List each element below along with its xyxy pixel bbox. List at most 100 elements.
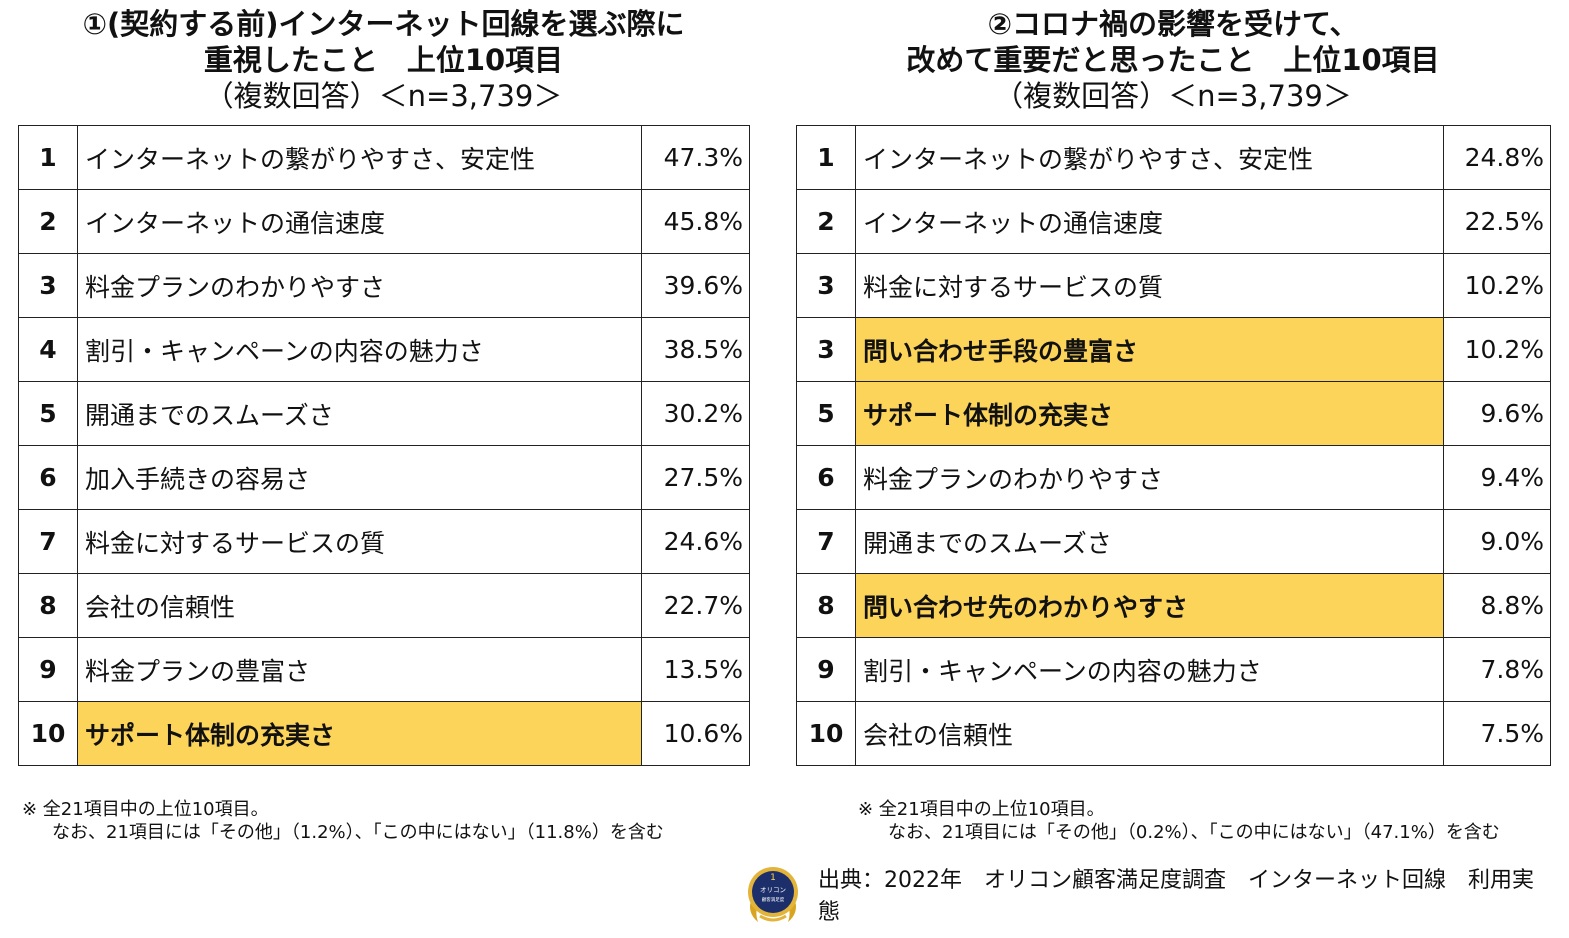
rank-cell: 2 [18,189,78,254]
percentage-cell: 30.2% [641,381,750,446]
item-label-cell: サポート体制の充実さ [77,701,642,766]
table-row: 2 インターネットの通信速度 22.5% [796,189,1551,254]
rank-cell: 9 [796,637,856,702]
footnote-right: ※ 全21項目中の上位10項目。 なお、21項目には「その他」（0.2%）、「こ… [858,798,1500,844]
panel-title: ②コロナ禍の影響を受けて、 [987,7,1359,41]
rank-cell: 3 [18,253,78,318]
item-label-cell: 料金プランの豊富さ [77,637,642,702]
percentage-cell: 8.8% [1443,573,1551,638]
ranking-table: 1 インターネットの繋がりやすさ、安定性 47.3% 2 インターネットの通信速度 45.… [18,125,750,766]
item-label-cell: 開通までのスムーズさ [77,381,642,446]
item-label-cell: 割引・キャンペーンの内容の魅力さ [855,637,1444,702]
svg-text:顧客満足度: 顧客満足度 [762,896,785,903]
rank-cell: 5 [796,381,856,446]
panel-subtitle: （複数回答）＜n=3,739＞ [204,79,563,113]
percentage-cell: 10.2% [1443,253,1551,318]
rank-cell: 9 [18,637,78,702]
rank-cell: 10 [796,701,856,766]
ranking-table: 1 インターネットの繋がりやすさ、安定性 24.8% 2 インターネットの通信速度 22.… [796,125,1551,766]
rank-cell: 2 [796,189,856,254]
table-row: 3 料金に対するサービスの質 10.2% [796,253,1551,318]
svg-text:1: 1 [770,873,776,883]
item-label-cell: 開通までのスムーズさ [855,509,1444,574]
percentage-cell: 27.5% [641,445,750,510]
percentage-cell: 45.8% [641,189,750,254]
table-row: 1 インターネットの繋がりやすさ、安定性 24.8% [796,125,1551,190]
percentage-cell: 7.8% [1443,637,1551,702]
item-label-cell: サポート体制の充実さ [855,381,1444,446]
rank-cell: 3 [796,317,856,382]
percentage-cell: 7.5% [1443,701,1551,766]
rank-cell: 4 [18,317,78,382]
item-label-cell: 加入手続きの容易さ [77,445,642,510]
percentage-cell: 24.8% [1443,125,1551,190]
rank-cell: 7 [796,509,856,574]
panel-title-block: ①(契約する前)インターネット回線を選ぶ際に 重視したこと 上位10項目 （複数… [18,0,749,125]
percentage-cell: 9.6% [1443,381,1551,446]
percentage-cell: 22.5% [1443,189,1551,254]
item-label-cell: インターネットの通信速度 [77,189,642,254]
table-row: 10 会社の信頼性 7.5% [796,701,1551,766]
table-row: 3 問い合わせ手段の豊富さ 10.2% [796,317,1551,382]
table-row: 8 問い合わせ先のわかりやすさ 8.8% [796,573,1551,638]
rank-cell: 1 [18,125,78,190]
table-row: 2 インターネットの通信速度 45.8% [18,189,750,254]
percentage-cell: 47.3% [641,125,750,190]
table-row: 3 料金プランのわかりやすさ 39.6% [18,253,750,318]
table-row: 6 加入手続きの容易さ 27.5% [18,445,750,510]
item-label-cell: 割引・キャンペーンの内容の魅力さ [77,317,642,382]
footnote-line: なお、21項目には「その他」（1.2%）、「この中にはない」（11.8%）を含む [52,822,664,843]
table-row: 7 料金に対するサービスの質 24.6% [18,509,750,574]
rank-cell: 6 [796,445,856,510]
footnote-line: なお、21項目には「その他」（0.2%）、「この中にはない」（47.1%）を含む [888,822,1500,843]
item-label-cell: 問い合わせ手段の豊富さ [855,317,1444,382]
rank-cell: 8 [796,573,856,638]
table-row: 10 サポート体制の充実さ 10.6% [18,701,750,766]
source-text: 出典：2022年 オリコン顧客満足度調査 インターネット回線 利用実態 [818,868,1534,925]
item-label-cell: インターネットの繋がりやすさ、安定性 [855,125,1444,190]
percentage-cell: 24.6% [641,509,750,574]
table-row: 5 開通までのスムーズさ 30.2% [18,381,750,446]
table-row: 4 割引・キャンペーンの内容の魅力さ 38.5% [18,317,750,382]
table-row: 5 サポート体制の充実さ 9.6% [796,381,1551,446]
item-label-cell: インターネットの繋がりやすさ、安定性 [77,125,642,190]
ranking-panel-before-contract: ①(契約する前)インターネット回線を選ぶ際に 重視したこと 上位10項目 （複数… [18,0,750,766]
percentage-cell: 22.7% [641,573,750,638]
item-label-cell: 料金プランのわかりやすさ [77,253,642,318]
percentage-cell: 38.5% [641,317,750,382]
source-footer: 1 オリコン 顧客満足度 出典：2022年 オリコン顧客満足度調査 インターネッ… [742,862,1542,926]
oricon-award-seal-icon: 1 オリコン 顧客満足度 [742,862,804,926]
rank-cell: 8 [18,573,78,638]
footnote-line: ※ 全21項目中の上位10項目。 [22,799,269,820]
item-label-cell: 料金に対するサービスの質 [855,253,1444,318]
percentage-cell: 10.2% [1443,317,1551,382]
rank-cell: 6 [18,445,78,510]
panel-title-block: ②コロナ禍の影響を受けて、 改めて重要だと思ったこと 上位10項目 （複数回答）… [796,0,1550,125]
item-label-cell: 料金に対するサービスの質 [77,509,642,574]
table-row: 8 会社の信頼性 22.7% [18,573,750,638]
ranking-panel-covid: ②コロナ禍の影響を受けて、 改めて重要だと思ったこと 上位10項目 （複数回答）… [796,0,1551,766]
table-row: 9 料金プランの豊富さ 13.5% [18,637,750,702]
panel-title-line2: 改めて重要だと思ったこと 上位10項目 [906,43,1440,77]
item-label-cell: 会社の信頼性 [77,573,642,638]
panel-title: ①(契約する前)インターネット回線を選ぶ際に [82,7,685,41]
rank-cell: 1 [796,125,856,190]
rank-cell: 3 [796,253,856,318]
table-row: 9 割引・キャンペーンの内容の魅力さ 7.8% [796,637,1551,702]
footnote-line: ※ 全21項目中の上位10項目。 [858,799,1105,820]
table-row: 6 料金プランのわかりやすさ 9.4% [796,445,1551,510]
item-label-cell: 問い合わせ先のわかりやすさ [855,573,1444,638]
item-label-cell: インターネットの通信速度 [855,189,1444,254]
percentage-cell: 9.0% [1443,509,1551,574]
panel-subtitle: （複数回答）＜n=3,739＞ [994,79,1352,113]
rank-cell: 5 [18,381,78,446]
panel-title-line2: 重視したこと 上位10項目 [203,43,564,77]
item-label-cell: 料金プランのわかりやすさ [855,445,1444,510]
rank-cell: 10 [18,701,78,766]
percentage-cell: 39.6% [641,253,750,318]
rank-cell: 7 [18,509,78,574]
item-label-cell: 会社の信頼性 [855,701,1444,766]
percentage-cell: 10.6% [641,701,750,766]
percentage-cell: 9.4% [1443,445,1551,510]
svg-text:オリコン: オリコン [760,886,786,894]
